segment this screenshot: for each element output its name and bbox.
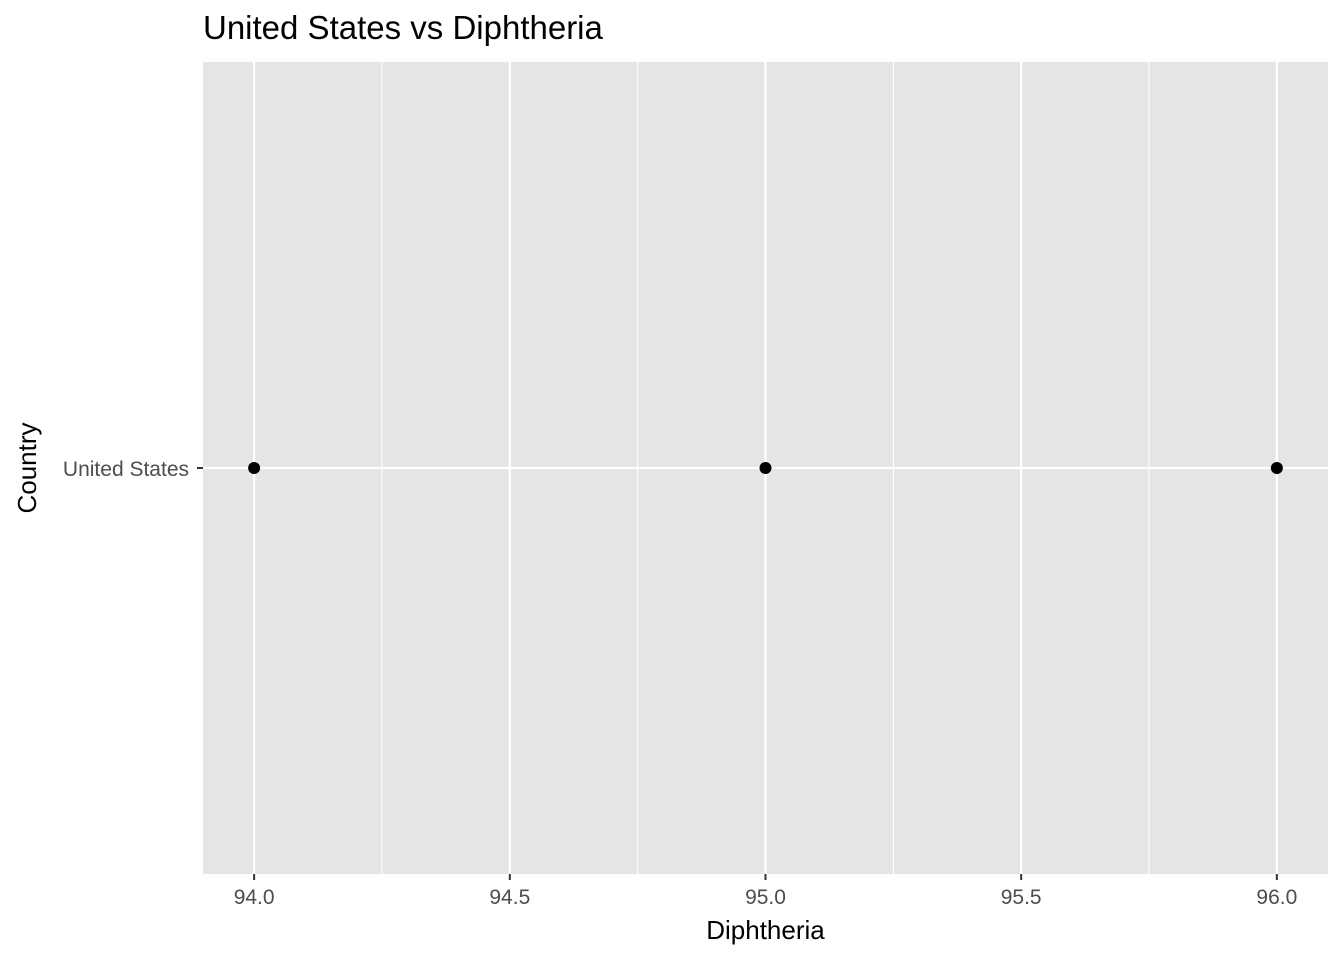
x-tick-label: 95.5 [1001,886,1042,909]
x-axis: 94.0 94.5 95.0 95.5 96.0 [234,874,1297,909]
x-tick-label: 96.0 [1256,886,1297,909]
x-tick-label: 94.0 [234,886,275,909]
y-tick-label: United States [63,458,189,481]
y-axis-title: Country [12,422,42,513]
x-tick-label: 94.5 [489,886,530,909]
x-tick-label: 95.0 [745,886,786,909]
data-point [759,462,772,474]
y-axis: United States [63,458,203,481]
data-point [1270,462,1283,474]
x-axis-title: Diphtheria [706,915,825,945]
data-points [248,462,1283,474]
data-point [248,462,261,474]
chart-title: United States vs Diphtheria [203,9,604,46]
